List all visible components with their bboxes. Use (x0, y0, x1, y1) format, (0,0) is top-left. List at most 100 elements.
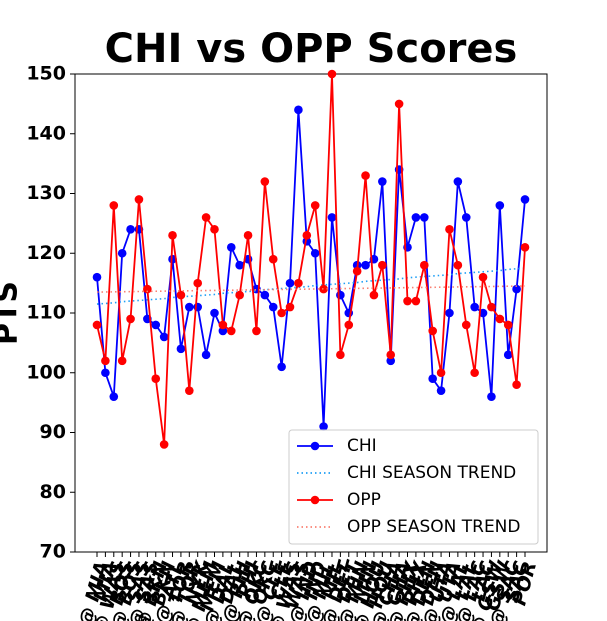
point (201, 350, 211, 360)
point (319, 284, 328, 294)
point (92, 320, 102, 330)
point (201, 213, 211, 222)
point (243, 231, 253, 240)
legend-label: OPP SEASON TREND (347, 517, 521, 537)
point (520, 195, 530, 204)
point (260, 290, 270, 300)
point (419, 213, 429, 222)
point (277, 362, 286, 372)
point (109, 201, 119, 210)
y-tick-label: 110 (26, 302, 66, 324)
point (361, 260, 370, 270)
point (193, 278, 203, 288)
point (495, 314, 505, 324)
point (134, 195, 144, 204)
point (218, 326, 228, 336)
point (159, 332, 169, 342)
legend-box (288, 429, 539, 545)
point (302, 231, 312, 240)
point (403, 296, 412, 306)
point (117, 248, 127, 258)
point (411, 213, 421, 222)
point (126, 225, 135, 234)
point (168, 231, 177, 240)
legend-label: OPP (347, 490, 381, 510)
point (151, 374, 161, 384)
point (143, 284, 152, 294)
legend-label: CHI (347, 436, 377, 456)
point (235, 290, 244, 300)
point (503, 350, 513, 360)
point (386, 350, 396, 360)
point (512, 380, 521, 390)
series-line (96, 73, 526, 445)
point (520, 242, 530, 252)
point (461, 320, 471, 330)
point (294, 278, 303, 288)
point (495, 201, 505, 210)
point (285, 302, 295, 312)
point (470, 302, 479, 312)
point (210, 308, 219, 318)
point (445, 308, 454, 318)
point (109, 392, 119, 401)
point (336, 290, 345, 300)
point (159, 440, 169, 449)
y-tick-label: 120 (26, 242, 66, 264)
point (352, 266, 362, 276)
point (185, 386, 194, 395)
legend: CHI CHI SEASON TREND OPP OPP SEASON TREND (288, 429, 539, 545)
point (285, 278, 295, 288)
point (478, 272, 488, 282)
point (252, 326, 261, 336)
legend-label: CHI SEASON TREND (347, 463, 516, 483)
point (369, 290, 379, 300)
point (361, 171, 370, 180)
point (117, 356, 127, 366)
point (176, 344, 186, 354)
point (503, 320, 513, 330)
y-tick-label: 130 (26, 182, 66, 204)
y-tick-label: 70 (40, 541, 66, 563)
y-tick-label: 100 (26, 361, 66, 383)
point (210, 225, 219, 234)
point (378, 260, 387, 270)
point (470, 368, 479, 378)
point (101, 368, 110, 378)
point (336, 350, 345, 360)
point (394, 99, 404, 109)
point (92, 272, 102, 282)
point (487, 302, 496, 312)
point (319, 422, 328, 431)
point (436, 368, 446, 378)
point (428, 374, 437, 384)
point (428, 326, 437, 336)
y-tick-label: 140 (26, 122, 66, 144)
point (226, 242, 236, 252)
legend-marker (310, 495, 320, 505)
point (344, 320, 354, 330)
point (268, 254, 278, 264)
point (386, 356, 396, 366)
point (310, 201, 320, 210)
y-tick-label: 150 (26, 63, 66, 85)
chart-title: CHI vs OPP Scores (105, 26, 518, 72)
point (445, 225, 454, 234)
point (453, 177, 463, 186)
point (411, 296, 421, 306)
point (101, 356, 110, 366)
y-tick-label: 80 (40, 481, 66, 503)
point (378, 177, 387, 186)
point (419, 260, 429, 270)
point (277, 308, 286, 318)
point (185, 302, 194, 312)
point (436, 386, 446, 395)
point (327, 213, 337, 222)
point (453, 260, 463, 270)
point (151, 320, 161, 330)
point (294, 105, 303, 115)
point (218, 320, 228, 330)
legend-marker (310, 441, 320, 451)
point (226, 326, 236, 336)
